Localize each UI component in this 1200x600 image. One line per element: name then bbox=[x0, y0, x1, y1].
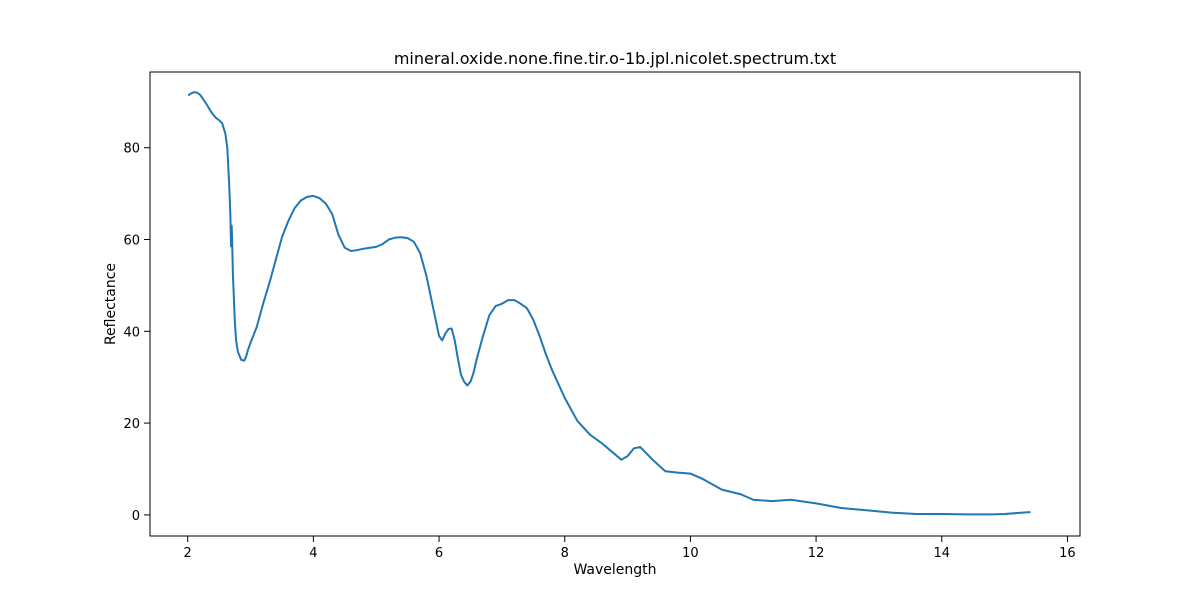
reflectance-series-line bbox=[187, 91, 1031, 516]
x-axis: 2 4 6 8 10 12 14 16 bbox=[184, 536, 1076, 561]
y-tick-label: 20 bbox=[123, 417, 140, 432]
x-tick-label: 2 bbox=[184, 546, 192, 561]
plot-frame bbox=[149, 71, 1081, 537]
plot-area bbox=[187, 91, 1031, 516]
x-tick-label: 12 bbox=[808, 546, 825, 561]
x-axis-label: Wavelength bbox=[573, 562, 656, 578]
y-axis-label: Reflectance bbox=[103, 263, 119, 345]
chart-title: mineral.oxide.none.fine.tir.o-1b.jpl.nic… bbox=[394, 49, 836, 68]
y-tick-label: 60 bbox=[123, 234, 140, 249]
x-tick-label: 4 bbox=[309, 546, 317, 561]
y-tick-label: 40 bbox=[123, 325, 140, 340]
x-tick-label: 10 bbox=[682, 546, 699, 561]
x-tick-label: 6 bbox=[435, 546, 443, 561]
y-tick-label: 80 bbox=[123, 142, 140, 157]
y-tick-label: 0 bbox=[132, 509, 140, 524]
x-tick-label: 16 bbox=[1059, 546, 1076, 561]
y-axis: 0 20 40 60 80 bbox=[123, 142, 150, 524]
x-tick-label: 14 bbox=[933, 546, 950, 561]
x-tick-label: 8 bbox=[561, 546, 569, 561]
